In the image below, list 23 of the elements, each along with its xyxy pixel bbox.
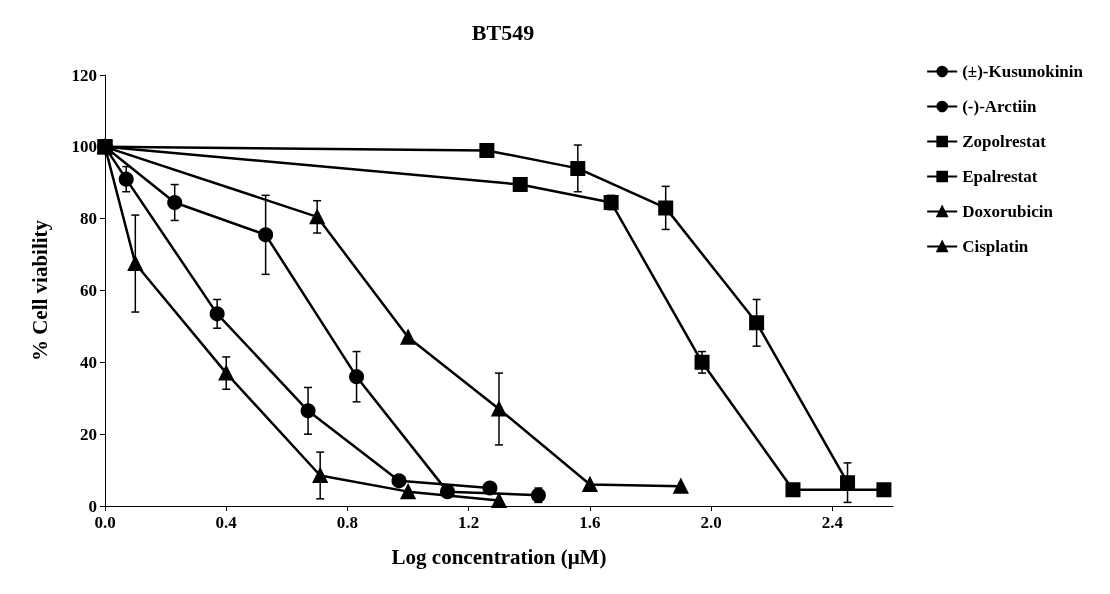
x-tick-label: 2.0 [700,513,722,532]
x-tick-label: 2.4 [821,513,844,532]
legend-label: (-)-Arctiin [962,97,1037,116]
y-tick-label: 20 [80,424,97,444]
x-tick-label: 0.4 [215,513,238,532]
y-tick-label: 0 [88,496,97,516]
legend-label: Cisplatin [962,237,1029,256]
legend-label: Doxorubicin [962,202,1054,221]
legend-label: (±)-Kusunokinin [962,62,1084,81]
x-tick-label: 0.0 [94,513,116,532]
legend-label: Epalrestat [962,167,1038,186]
x-tick-label: 0.8 [336,513,359,532]
x-tick-label: 1.6 [579,513,601,532]
legend-label: Zopolrestat [962,132,1047,151]
chart-title: BT549 [471,19,535,45]
x-tick-label: 1.2 [458,513,480,532]
y-tick-label: 40 [80,352,97,372]
y-tick-label: 120 [71,65,97,85]
y-tick-label: 60 [80,281,97,300]
y-tick-label: 80 [80,209,97,229]
y-axis-title: % Cell viability [27,219,52,362]
y-tick-label: 100 [71,137,97,157]
x-axis-title: Log concentration (μM) [391,544,607,569]
